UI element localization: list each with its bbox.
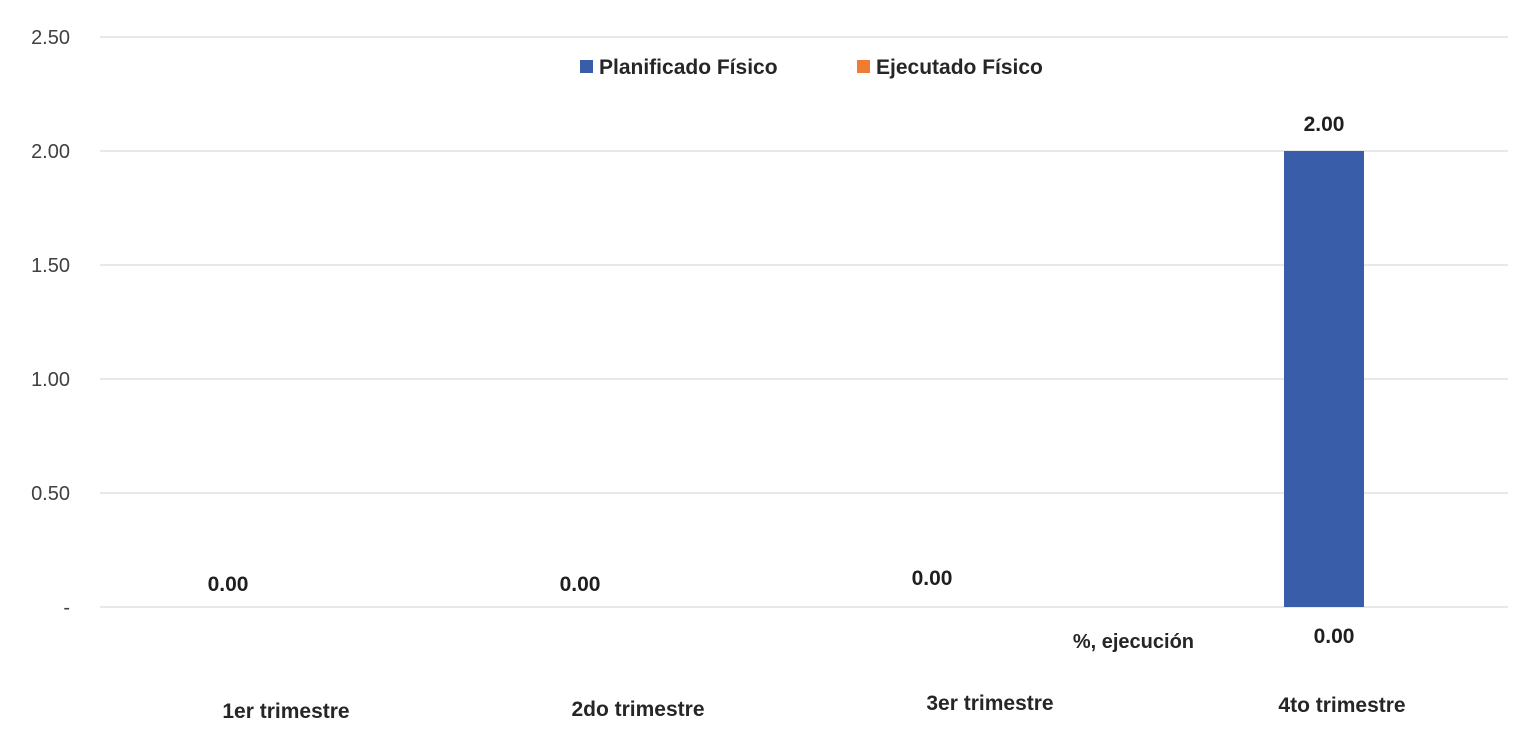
x-tick-label: 4to trimestre bbox=[1278, 694, 1405, 717]
legend-label: Planificado Físico bbox=[599, 56, 778, 79]
y-axis-ticks: - 0.50 1.00 1.50 2.00 2.50 bbox=[31, 27, 70, 619]
bar bbox=[1284, 151, 1364, 607]
execution-annotation: %, ejecución 0.00 bbox=[1073, 625, 1355, 653]
data-label: 0.00 bbox=[912, 567, 953, 590]
y-tick-label: 0.50 bbox=[31, 483, 70, 505]
y-tick-label: - bbox=[63, 597, 70, 619]
legend-swatch bbox=[857, 60, 870, 73]
bars bbox=[1284, 151, 1364, 607]
legend-swatch bbox=[580, 60, 593, 73]
legend-label: Ejecutado Físico bbox=[876, 56, 1043, 79]
y-tick-label: 2.00 bbox=[31, 141, 70, 163]
data-labels: 0.00 0.00 0.00 2.00 bbox=[208, 113, 1345, 596]
data-label: 0.00 bbox=[208, 573, 249, 596]
x-tick-label: 3er trimestre bbox=[926, 692, 1053, 715]
legend: Planificado Físico Ejecutado Físico bbox=[580, 56, 1043, 79]
data-label: 2.00 bbox=[1304, 113, 1345, 136]
x-tick-label: 2do trimestre bbox=[571, 698, 704, 721]
y-tick-label: 1.50 bbox=[31, 255, 70, 277]
y-tick-label: 1.00 bbox=[31, 369, 70, 391]
y-tick-label: 2.50 bbox=[31, 27, 70, 49]
execution-value: 0.00 bbox=[1314, 625, 1355, 648]
gridlines bbox=[100, 36, 1508, 608]
x-tick-label: 1er trimestre bbox=[222, 700, 349, 723]
x-axis-ticks: 1er trimestre 2do trimestre 3er trimestre 4… bbox=[222, 692, 1405, 723]
data-label: 0.00 bbox=[560, 573, 601, 596]
execution-label: %, ejecución bbox=[1073, 631, 1194, 653]
